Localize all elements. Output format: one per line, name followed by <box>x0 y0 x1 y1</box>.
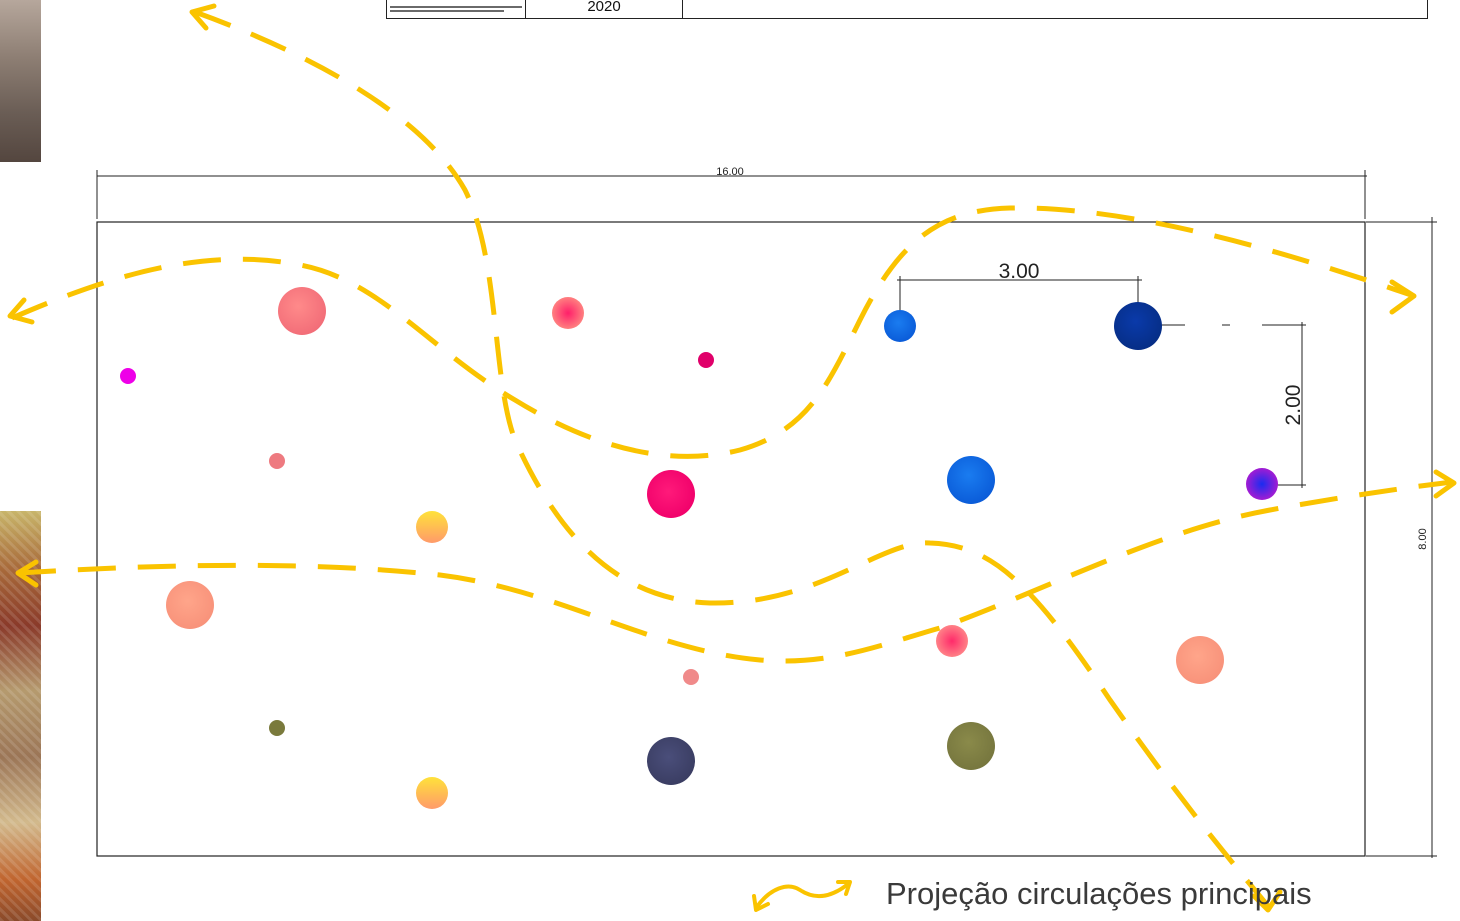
arrowhead-icon <box>1251 889 1283 913</box>
sculptures <box>120 287 1278 809</box>
width-dimension: 16.00 <box>96 166 1367 219</box>
photo-thumbnail-top <box>0 0 41 162</box>
photo-thumbnail-bottom <box>0 511 41 921</box>
room-outline <box>96 221 1366 857</box>
sculpture-circle <box>647 737 695 785</box>
arrowhead-icon <box>1433 469 1457 499</box>
circulation-path-diagonal <box>194 9 1270 908</box>
sculpture-circle <box>416 777 448 809</box>
height-dimension: 8.00 <box>1366 217 1437 858</box>
width-dimension-label: 16.00 <box>716 166 744 178</box>
arrowhead-icon <box>189 3 217 31</box>
sculpture-circle <box>166 581 214 629</box>
circulation-path-lower <box>17 479 1453 664</box>
sculpture-circle <box>120 368 136 384</box>
sculpture-circle <box>1114 302 1162 350</box>
sculpture-circle <box>269 720 285 736</box>
arrowhead-icon <box>7 297 35 325</box>
spacing-vertical-label: 2.00 <box>1282 385 1305 426</box>
arrowhead-icon <box>15 559 39 588</box>
circulation-arrowheads <box>7 3 1457 913</box>
arrowhead-icon <box>1389 279 1417 315</box>
title-block-year: 2020 <box>526 0 683 18</box>
title-block: 2020 <box>386 0 1428 19</box>
sculpture-circle <box>936 625 968 657</box>
height-dimension-label: 8.00 <box>1417 528 1429 549</box>
spacing-dimension-horizontal: 3.00 <box>897 260 1142 318</box>
sculpture-circle <box>552 297 584 329</box>
sculpture-circle <box>1176 636 1224 684</box>
sculpture-circle <box>683 669 699 685</box>
sculpture-circle <box>416 511 448 543</box>
legend-label: Projeção circulações principais <box>886 876 1312 911</box>
sculpture-circle <box>947 722 995 770</box>
curved-double-arrow-icon <box>752 880 852 912</box>
sculpture-circle <box>269 453 285 469</box>
sculpture-circle <box>278 287 326 335</box>
sculpture-circle <box>647 470 695 518</box>
spacing-dimension-vertical: 2.00 <box>1138 322 1306 488</box>
circulation-path-upper <box>11 205 1415 459</box>
sculpture-circle <box>698 352 714 368</box>
circulation-paths <box>11 9 1453 908</box>
sculpture-circle <box>1246 468 1278 500</box>
sculpture-circle <box>884 310 916 342</box>
title-block-note <box>387 0 526 18</box>
spacing-horizontal-label: 3.00 <box>999 260 1040 283</box>
sculpture-circle <box>947 456 995 504</box>
